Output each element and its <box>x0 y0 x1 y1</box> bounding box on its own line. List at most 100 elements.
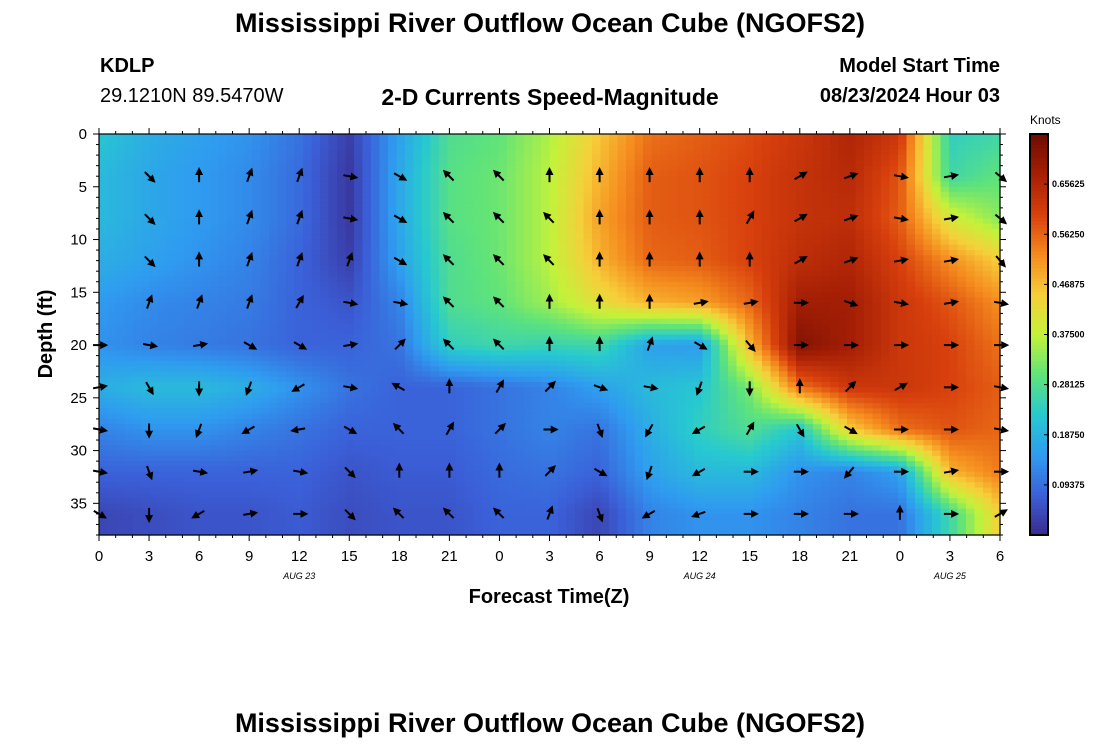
heatmap-cell <box>286 207 296 214</box>
heatmap-cell <box>464 207 474 214</box>
heatmap-cell <box>252 176 262 183</box>
heatmap-cell <box>141 334 151 341</box>
heatmap-cell <box>541 134 551 140</box>
heatmap-cell <box>124 197 134 204</box>
heatmap-cell <box>218 197 228 204</box>
heatmap-cell <box>252 308 262 314</box>
heatmap-cell <box>175 276 185 283</box>
heatmap-cell <box>932 165 942 172</box>
heatmap-cell <box>294 244 304 251</box>
heatmap-cell <box>668 313 678 320</box>
heatmap-cell <box>991 302 1001 309</box>
heatmap-cell <box>915 371 925 378</box>
heatmap-cell <box>498 292 508 299</box>
heatmap-cell <box>932 323 942 330</box>
heatmap-cell <box>983 228 993 235</box>
heatmap-cell <box>362 334 372 341</box>
heatmap-cell <box>762 244 772 251</box>
heatmap-cell <box>362 202 372 209</box>
heatmap-cell <box>966 170 976 177</box>
heatmap-cell <box>481 186 491 193</box>
heatmap-cell <box>609 192 619 198</box>
heatmap-cell <box>209 244 219 251</box>
heatmap-cell <box>626 276 636 283</box>
heatmap-cell <box>464 213 474 220</box>
heatmap-cell <box>898 155 908 161</box>
heatmap-cell <box>447 366 457 373</box>
heatmap-cell <box>269 134 279 140</box>
heatmap-cell <box>116 202 126 209</box>
heatmap-cell <box>379 287 389 293</box>
heatmap-cell <box>184 345 194 351</box>
heatmap-cell <box>311 250 321 256</box>
heatmap-cell <box>286 181 296 188</box>
heatmap-cell <box>702 165 712 172</box>
heatmap-cell <box>464 345 474 351</box>
heatmap-cell <box>532 260 542 267</box>
heatmap-cell <box>966 287 976 293</box>
heatmap-cell <box>609 345 619 351</box>
heatmap-cell <box>694 355 704 362</box>
heatmap-cell <box>167 139 177 146</box>
heatmap-cell <box>940 276 950 283</box>
heatmap-cell <box>141 271 151 278</box>
heatmap-cell <box>226 292 236 299</box>
heatmap-cell <box>549 376 559 383</box>
heatmap-cell <box>507 250 517 256</box>
heatmap-cell <box>617 350 627 357</box>
heatmap-cell <box>583 170 593 177</box>
heatmap-cell <box>345 134 355 140</box>
heatmap-cell <box>906 160 916 167</box>
heatmap-cell <box>439 239 449 246</box>
heatmap-cell <box>583 287 593 293</box>
heatmap-cell <box>694 192 704 198</box>
heatmap-cell <box>473 186 483 193</box>
heatmap-cell <box>711 223 721 230</box>
heatmap-cell <box>923 276 933 283</box>
heatmap-cell <box>447 355 457 362</box>
heatmap-cell <box>303 139 313 146</box>
heatmap-cell <box>337 228 347 235</box>
heatmap-cell <box>158 239 168 246</box>
heatmap-cell <box>736 260 746 267</box>
heatmap-cell <box>218 207 228 214</box>
heatmap-cell <box>779 350 789 357</box>
heatmap-cell <box>277 139 287 146</box>
heatmap-cell <box>167 144 177 151</box>
heatmap-cell <box>872 255 882 262</box>
heatmap-cell <box>328 276 338 283</box>
heatmap-cell <box>787 276 797 283</box>
heatmap-cell <box>983 149 993 156</box>
heatmap-cell <box>549 149 559 156</box>
heatmap-cell <box>983 134 993 140</box>
heatmap-cell <box>167 302 177 309</box>
heatmap-cell <box>838 366 848 373</box>
heatmap-cell <box>694 202 704 209</box>
heatmap-cell <box>252 186 262 193</box>
heatmap-cell <box>507 292 517 299</box>
heatmap-cell <box>371 355 381 362</box>
heatmap-cell <box>711 376 721 383</box>
heatmap-cell <box>209 165 219 172</box>
heatmap-cell <box>855 144 865 151</box>
heatmap-cell <box>736 371 746 378</box>
heatmap-cell <box>175 218 185 225</box>
heatmap-cell <box>974 313 984 320</box>
heatmap-cell <box>184 218 194 225</box>
heatmap-cell <box>830 170 840 177</box>
heatmap-cell <box>133 313 143 320</box>
heatmap-cell <box>141 376 151 383</box>
heatmap-cell <box>107 302 117 309</box>
heatmap-cell <box>838 202 848 209</box>
heatmap-cell <box>379 170 389 177</box>
heatmap-cell <box>320 244 330 251</box>
heatmap-cell <box>855 207 865 214</box>
heatmap-cell <box>209 329 219 336</box>
heatmap-cell <box>430 276 440 283</box>
heatmap-cell <box>286 260 296 267</box>
heatmap-cell <box>660 297 670 304</box>
heatmap-cell <box>524 144 534 151</box>
heatmap-cell <box>167 329 177 336</box>
heatmap-cell <box>787 350 797 357</box>
heatmap-cell <box>362 376 372 383</box>
